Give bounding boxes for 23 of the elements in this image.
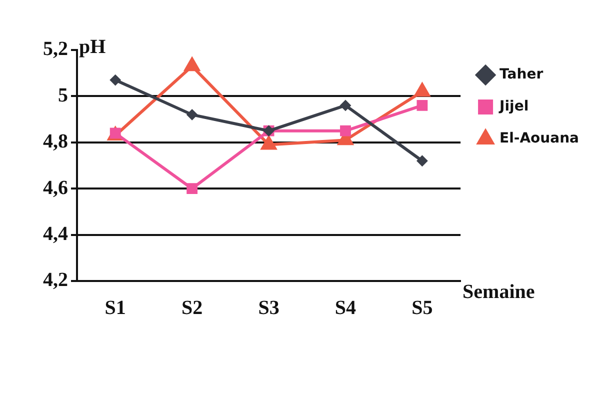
y-tick-label: 4,4 bbox=[43, 222, 68, 245]
y-tick-label: 4,8 bbox=[43, 130, 68, 153]
x-tick-label: S2 bbox=[182, 297, 203, 320]
y-tick-label: 4,6 bbox=[43, 176, 68, 199]
legend-label: El-Aouana bbox=[500, 130, 580, 147]
x-tick-label: S3 bbox=[258, 297, 280, 320]
y-tick-label: 4,2 bbox=[43, 269, 68, 292]
legend-label: Jijel bbox=[498, 98, 529, 115]
point bbox=[186, 183, 198, 194]
y-axis-title: pH bbox=[79, 36, 106, 58]
point bbox=[416, 100, 428, 111]
x-tick-label: S4 bbox=[334, 297, 356, 320]
point bbox=[340, 100, 351, 111]
point bbox=[416, 155, 428, 166]
y-tick-label: 5 bbox=[58, 84, 68, 106]
point bbox=[186, 109, 198, 120]
legend-label: Taher bbox=[500, 66, 544, 83]
y-tick-label: 5,2 bbox=[43, 38, 68, 60]
x-tick-label: S5 bbox=[412, 297, 433, 320]
x-tick-label: S1 bbox=[104, 297, 126, 320]
point bbox=[110, 74, 121, 86]
x-axis-title: Semaine bbox=[462, 281, 535, 304]
point bbox=[340, 125, 351, 136]
